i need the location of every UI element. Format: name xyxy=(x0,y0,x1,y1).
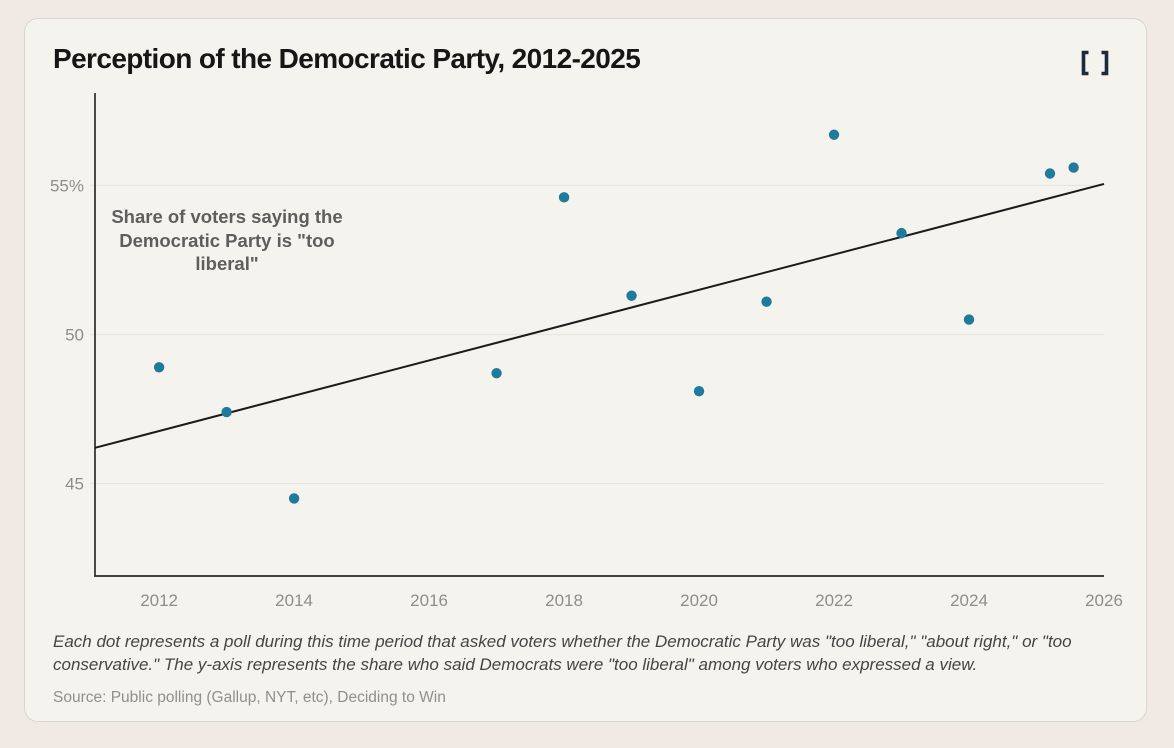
data-point xyxy=(1068,162,1079,173)
data-point xyxy=(963,314,975,325)
data-point xyxy=(626,290,637,301)
data-point xyxy=(828,129,840,140)
chart-card: Perception of the Democratic Party, 2012… xyxy=(24,18,1147,722)
data-point xyxy=(153,362,165,373)
x-tick-label: 2020 xyxy=(680,591,718,610)
y-tick-label: 45 xyxy=(65,475,84,494)
y-tick-label: 55% xyxy=(50,176,84,195)
data-point xyxy=(693,385,705,397)
x-tick-label: 2018 xyxy=(545,591,583,610)
x-tick-label: 2014 xyxy=(275,591,313,610)
annotation-line: liberal" xyxy=(195,253,259,274)
data-point xyxy=(491,368,502,379)
annotation-line: Democratic Party is "too xyxy=(119,229,335,251)
data-point xyxy=(288,493,300,504)
scatter-plot: 45 50 55% 2012 2014 2016 2018 2020 2022 2024 2026 xyxy=(50,93,1123,610)
data-point xyxy=(761,296,772,307)
caption-line: conservative." The y-axis represents the… xyxy=(53,655,978,674)
expand-icon xyxy=(1081,50,1109,76)
chart-title: Perception of the Democratic Party, 2012… xyxy=(53,43,641,74)
data-point xyxy=(221,406,232,418)
source-note: Source: Public polling (Gallup, NYT, etc… xyxy=(53,689,446,706)
data-point xyxy=(896,227,907,239)
x-tick-label: 2026 xyxy=(1085,591,1123,610)
annotation-line: Share of voters saying the xyxy=(111,206,343,227)
chart-annotation: Share of voters saying the Democratic Pa… xyxy=(81,205,373,276)
caption-line: Each dot represents a poll during this t… xyxy=(53,632,1072,651)
data-point xyxy=(558,192,570,203)
expand-button[interactable] xyxy=(1077,46,1113,80)
x-tick-label: 2012 xyxy=(140,591,178,610)
data-point xyxy=(1044,168,1056,179)
y-tick-label: 50 xyxy=(65,326,84,345)
x-tick-label: 2024 xyxy=(950,591,988,610)
x-tick-label: 2016 xyxy=(410,591,448,610)
chart-caption: Each dot represents a poll during this t… xyxy=(53,630,1115,676)
x-tick-label: 2022 xyxy=(815,591,853,610)
trend-line xyxy=(94,182,1105,449)
